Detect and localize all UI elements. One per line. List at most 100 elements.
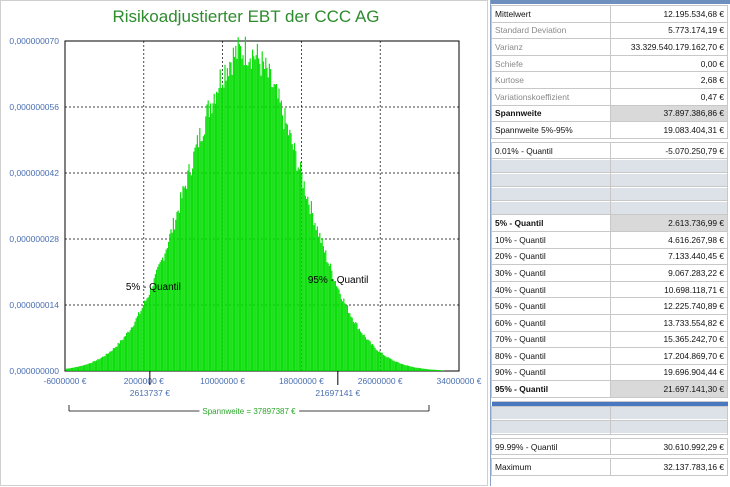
histogram-bar bbox=[84, 365, 86, 371]
histogram-bar bbox=[331, 270, 333, 371]
histogram-bar bbox=[105, 353, 107, 371]
histogram-bar bbox=[362, 335, 364, 371]
histogram-bar bbox=[69, 368, 71, 371]
histogram-bar bbox=[226, 68, 228, 371]
histogram-bar bbox=[385, 356, 387, 371]
histogram-bar bbox=[414, 367, 416, 371]
histogram-bar bbox=[272, 87, 274, 371]
y-tick-label: 0,000000028 bbox=[9, 234, 59, 244]
histogram-bar bbox=[417, 367, 419, 371]
histogram-bar bbox=[228, 76, 230, 372]
separator-row bbox=[491, 405, 728, 421]
histogram-bar bbox=[394, 361, 396, 371]
histogram-bar bbox=[308, 204, 310, 371]
histogram-bar bbox=[369, 341, 371, 371]
histogram-bar bbox=[280, 100, 282, 372]
stat-value: 5.773.174,19 € bbox=[610, 21, 728, 40]
histogram-bar bbox=[420, 368, 422, 371]
stat-value: 12.195.534,68 € bbox=[610, 5, 728, 23]
histogram-bar bbox=[67, 368, 69, 371]
histogram-bar bbox=[358, 328, 360, 371]
stat-row: 90% - Quantil 19.696.904,44 € bbox=[491, 363, 728, 382]
histogram-bar bbox=[157, 266, 159, 371]
quantile-value-label: 21697141 € bbox=[315, 388, 360, 398]
histogram-bar bbox=[146, 298, 148, 371]
histogram-bar bbox=[241, 58, 243, 371]
histogram-bar bbox=[219, 69, 221, 371]
histogram-bar bbox=[151, 290, 153, 371]
histogram-bar bbox=[164, 253, 166, 371]
histogram-bar bbox=[225, 80, 227, 372]
histogram-bar bbox=[145, 300, 147, 371]
histogram-bar bbox=[130, 327, 132, 371]
histogram-bar bbox=[202, 136, 204, 371]
histogram-bar bbox=[222, 84, 224, 372]
stat-row: 80% - Quantil 17.204.869,70 € bbox=[491, 347, 728, 365]
histogram-bar bbox=[205, 116, 207, 371]
y-tick-label: 0,000000056 bbox=[9, 102, 59, 112]
histogram-bar bbox=[410, 366, 412, 371]
histogram-bar bbox=[327, 263, 329, 371]
histogram-bar bbox=[213, 93, 215, 371]
histogram-bar bbox=[319, 232, 321, 371]
stat-row: Schiefe 0,00 € bbox=[491, 54, 728, 73]
histogram-bar bbox=[135, 318, 137, 371]
histogram-bar bbox=[411, 366, 413, 371]
stat-value: 32.137.783,16 € bbox=[610, 458, 728, 477]
histogram-bar bbox=[309, 214, 311, 371]
histogram-bar bbox=[207, 100, 209, 371]
histogram-bar bbox=[174, 229, 176, 371]
histogram-bar bbox=[381, 352, 383, 371]
histogram-bar bbox=[412, 367, 414, 371]
histogram-bar bbox=[177, 210, 179, 371]
histogram-bar bbox=[116, 346, 118, 371]
histogram-bar bbox=[367, 339, 369, 371]
histogram-bar bbox=[399, 363, 401, 371]
histogram-bar bbox=[100, 357, 102, 371]
histogram-bar bbox=[382, 354, 384, 371]
histogram-bar bbox=[370, 344, 372, 371]
histogram-bar bbox=[286, 124, 288, 371]
histogram-bar bbox=[187, 170, 189, 371]
histogram-bar bbox=[313, 225, 315, 371]
histogram-bar bbox=[224, 64, 226, 372]
histogram-bar bbox=[301, 173, 303, 371]
range-label-bg bbox=[199, 406, 300, 417]
stat-row: 70% - Quantil 15.365.242,70 € bbox=[491, 330, 728, 349]
stat-value: 12.225.740,89 € bbox=[610, 297, 728, 315]
histogram-bar bbox=[343, 298, 345, 371]
histogram-bar bbox=[70, 367, 72, 371]
histogram-bar bbox=[285, 123, 287, 371]
histogram-bar bbox=[126, 332, 128, 371]
stat-label: Spannweite 5%-95% bbox=[491, 121, 611, 139]
histogram-bar bbox=[210, 103, 212, 371]
histogram-bar bbox=[82, 365, 84, 371]
stat-value: 7.133.440,45 € bbox=[610, 247, 728, 266]
histogram-bar bbox=[307, 196, 309, 371]
histogram-bar bbox=[429, 369, 431, 371]
histogram-bar bbox=[180, 192, 182, 371]
histogram-bar bbox=[109, 351, 111, 371]
histogram-bar bbox=[75, 367, 77, 371]
histogram-bar bbox=[320, 242, 322, 371]
histogram-bar bbox=[259, 63, 261, 371]
x-tick-label: 10000000 € bbox=[200, 376, 245, 386]
stat-label: 20% - Quantil bbox=[491, 247, 611, 266]
histogram-bar bbox=[297, 167, 299, 371]
histogram-bar bbox=[190, 175, 192, 371]
histogram-bar bbox=[99, 358, 101, 371]
stat-row: 50% - Quantil 12.225.740,89 € bbox=[491, 297, 728, 315]
histogram-bar bbox=[306, 199, 308, 371]
histogram-bar bbox=[376, 350, 378, 371]
histogram-bar bbox=[102, 356, 104, 371]
histogram-bar bbox=[148, 294, 150, 371]
histogram-bar bbox=[325, 250, 327, 371]
histogram-bar bbox=[402, 364, 404, 371]
stat-value: 17.204.869,70 € bbox=[610, 347, 728, 365]
histogram-bar bbox=[298, 169, 300, 371]
histogram-bar bbox=[326, 262, 328, 371]
stat-value: 21.697.141,30 € bbox=[610, 380, 728, 398]
histogram-bar bbox=[217, 92, 219, 371]
histogram-bar bbox=[91, 362, 93, 371]
histogram-bar bbox=[278, 88, 280, 371]
